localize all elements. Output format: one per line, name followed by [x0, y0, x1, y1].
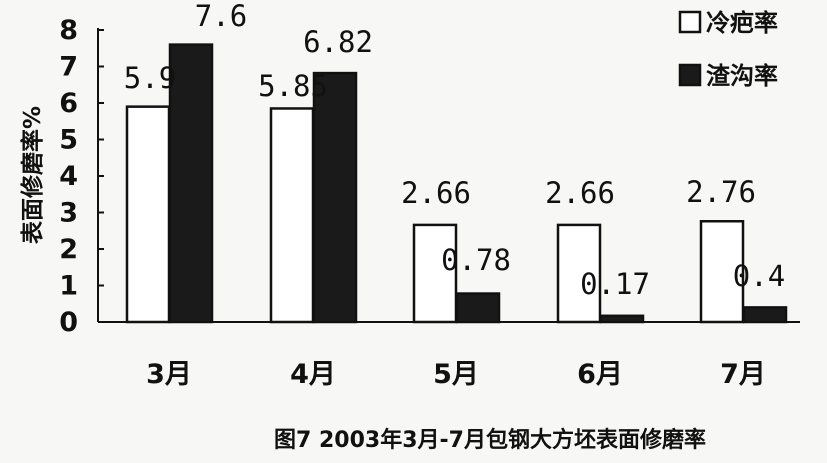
y-tick-label: 5: [59, 125, 78, 156]
legend-swatch: [678, 10, 702, 34]
legend-label: 冷疤率: [706, 9, 778, 37]
data-label: 0.4: [733, 259, 785, 293]
legend-label: 渣沟率: [706, 62, 778, 90]
x-category-label: 4月: [290, 359, 336, 390]
bar-slag-groove-6: [599, 314, 645, 324]
y-tick-label: 1: [59, 271, 78, 302]
y-axis-label: 表面修磨率%: [19, 106, 46, 244]
y-tick-label: 3: [59, 198, 78, 229]
x-category-label: 3月: [146, 359, 192, 390]
legend-swatch: [678, 63, 702, 87]
bar-cold-scar-4: [269, 107, 315, 324]
y-tick-label: 4: [59, 161, 78, 192]
data-label: 6.82: [303, 25, 373, 59]
bar-cold-scar-7: [699, 220, 745, 324]
data-label: 2.66: [545, 176, 615, 210]
bar-cold-scar-3: [125, 105, 171, 324]
bar-slag-groove-3: [168, 43, 214, 324]
y-tick-label: 8: [59, 15, 78, 46]
bar-cold-scar-6: [556, 223, 602, 324]
data-label: 0.17: [580, 267, 650, 301]
data-label: 5.9: [124, 61, 176, 95]
y-tick-labels: 0 1 2 3 4 5 6 7 8: [59, 15, 104, 338]
bar-slag-groove-7: [742, 306, 788, 324]
bar-slag-groove-4: [312, 71, 358, 324]
data-label: 2.66: [401, 176, 471, 210]
data-labels: 5.9 7.6 5.85 6.82 2.66 0.78 2.66 0.17 2.76 0.4: [124, 0, 785, 301]
y-tick-label: 0: [59, 307, 78, 338]
data-label: 5.85: [258, 69, 328, 103]
data-label: 0.78: [441, 243, 511, 277]
y-tick-label: 2: [59, 234, 78, 265]
x-category-label: 5月: [433, 359, 479, 390]
x-category-labels: 3月 4月 5月 6月 7月: [146, 359, 766, 390]
data-label: 2.76: [686, 175, 756, 209]
data-label: 7.6: [195, 0, 247, 33]
bars: [125, 43, 788, 324]
chart-title: 图7 2003年3月-7月包钢大方坯表面修磨率: [274, 427, 706, 453]
x-category-label: 7月: [720, 359, 766, 390]
y-tick-label: 6: [59, 88, 78, 119]
bar-cold-scar-5: [412, 223, 458, 324]
x-category-label: 6月: [577, 359, 623, 390]
y-tick-label: 7: [59, 52, 78, 83]
bar-slag-groove-5: [455, 292, 501, 324]
